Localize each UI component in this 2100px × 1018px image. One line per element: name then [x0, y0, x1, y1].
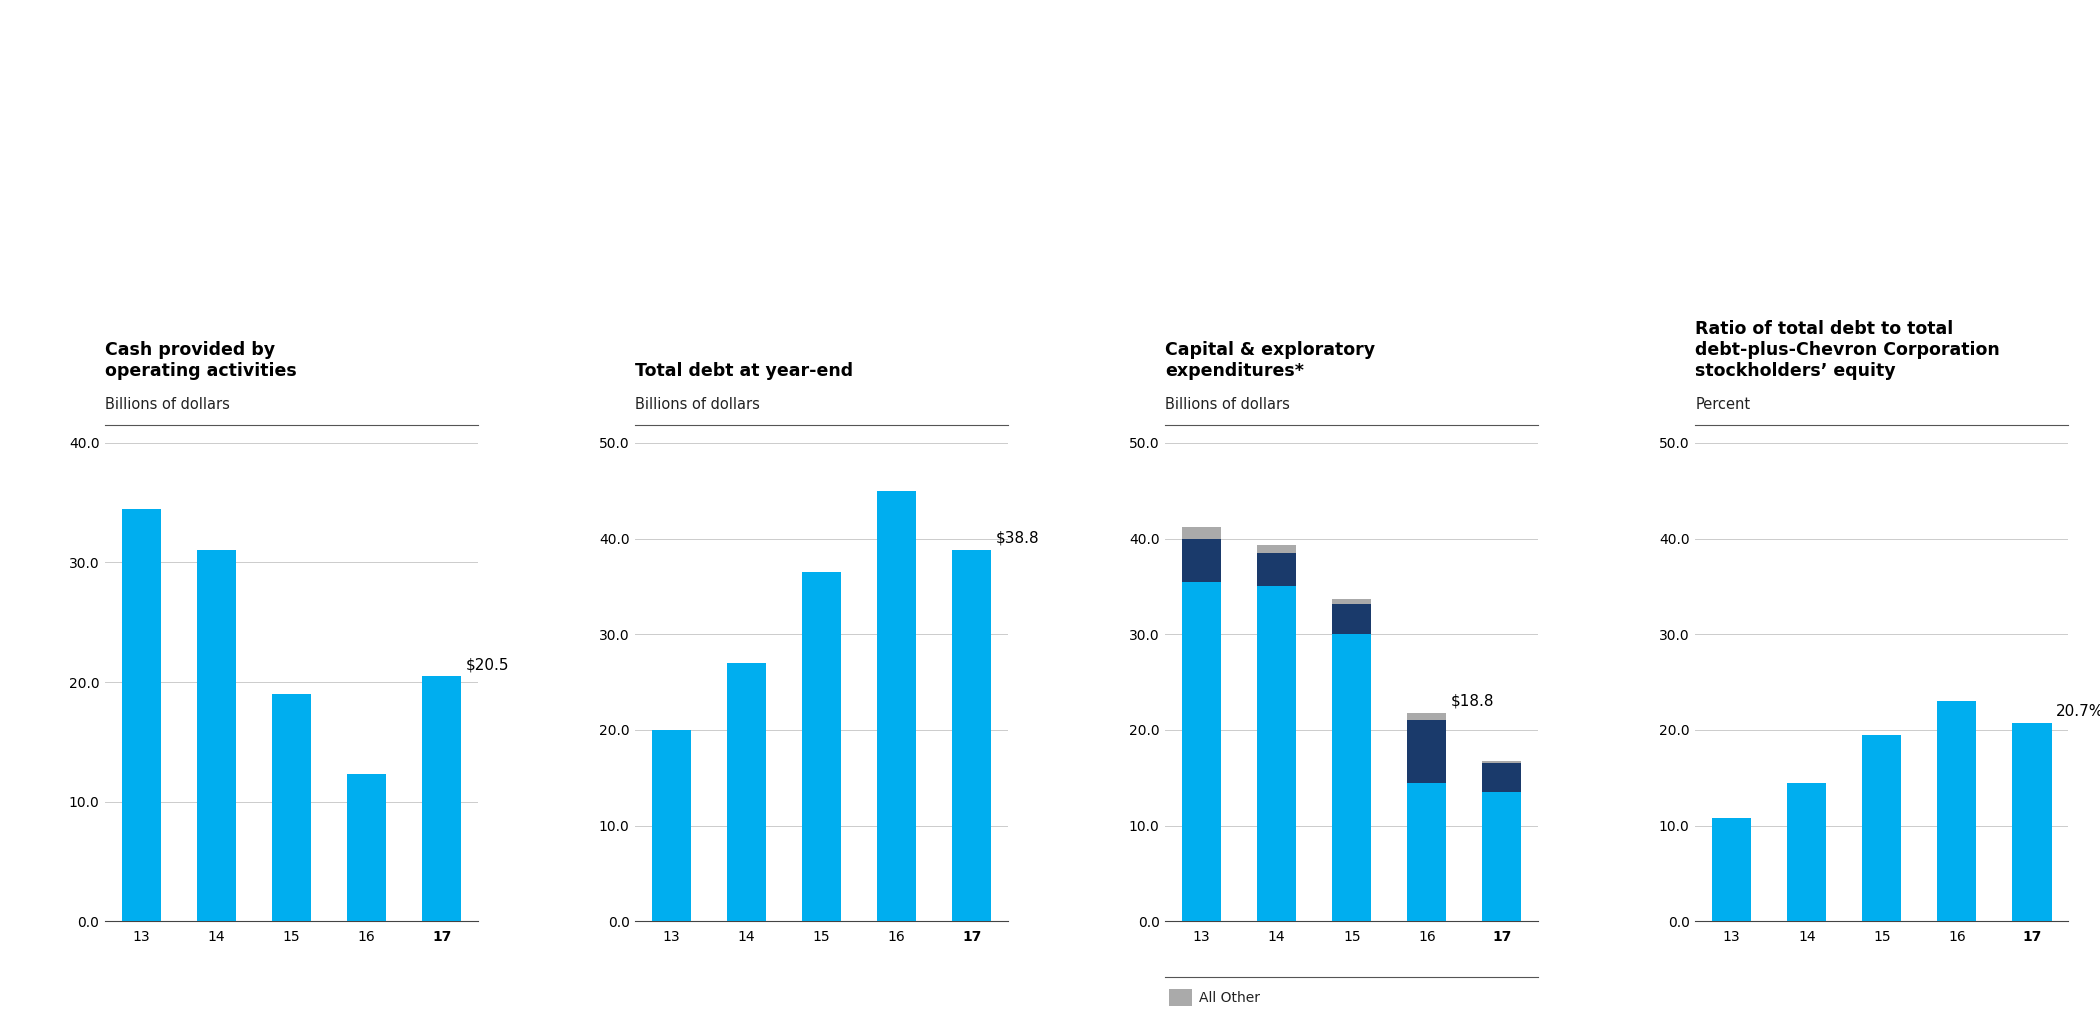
Bar [1407, 721, 1447, 783]
Bar [122, 509, 162, 921]
Text: All Other: All Other [1199, 991, 1260, 1005]
Text: Ratio of total debt to total
debt-plus-Chevron Corporation
stockholders’ equity: Ratio of total debt to total debt-plus-C… [1695, 320, 1999, 380]
Text: Capital & exploratory
expenditures*: Capital & exploratory expenditures* [1166, 341, 1376, 380]
Bar [1258, 546, 1296, 553]
Text: Total debt at year-end: Total debt at year-end [634, 361, 853, 380]
Bar [651, 730, 691, 921]
Bar [1182, 539, 1220, 581]
Bar [422, 676, 462, 921]
Text: Percent: Percent [1695, 397, 1749, 412]
Bar [1483, 764, 1522, 792]
Bar [1331, 634, 1371, 921]
Bar [1407, 783, 1447, 921]
Bar [1863, 735, 1900, 921]
Bar [1483, 760, 1522, 764]
Text: $18.8: $18.8 [1451, 694, 1495, 709]
Bar [1258, 586, 1296, 921]
Bar [1182, 581, 1220, 921]
Bar [1938, 701, 1976, 921]
Text: $20.5: $20.5 [466, 658, 510, 673]
Bar [1331, 599, 1371, 604]
Text: $38.8: $38.8 [995, 530, 1040, 546]
Bar [197, 551, 235, 921]
Bar [273, 694, 311, 921]
Bar [1787, 783, 1827, 921]
Bar [1331, 604, 1371, 634]
Bar [727, 663, 766, 921]
Bar [1258, 553, 1296, 586]
Bar [1407, 713, 1447, 721]
Bar [953, 550, 991, 921]
Bar [346, 774, 386, 921]
Bar [802, 572, 842, 921]
Bar [878, 491, 916, 921]
Text: 20.7%: 20.7% [2056, 704, 2100, 720]
Text: Billions of dollars: Billions of dollars [105, 397, 229, 412]
Text: Cash provided by
operating activities: Cash provided by operating activities [105, 341, 296, 380]
Bar [1483, 792, 1522, 921]
Bar [1712, 817, 1751, 921]
Bar [2012, 723, 2052, 921]
Text: Billions of dollars: Billions of dollars [634, 397, 760, 412]
Bar [1182, 527, 1220, 539]
Text: Billions of dollars: Billions of dollars [1166, 397, 1289, 412]
